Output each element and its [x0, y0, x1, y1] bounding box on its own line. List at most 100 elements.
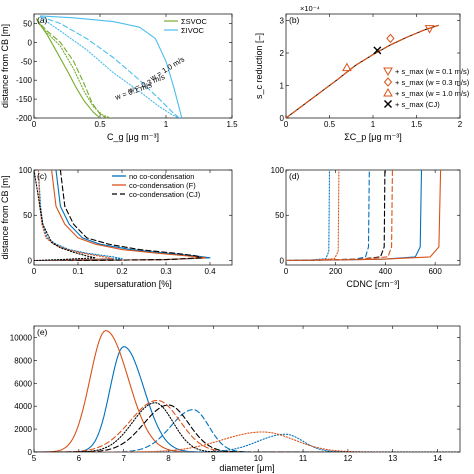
x-tick-label: 9	[211, 454, 216, 463]
x-axis-label: diameter [μm]	[219, 463, 274, 473]
x-tick-label: 1.5	[411, 120, 423, 129]
series-line	[286, 170, 370, 262]
marker-triangle-up	[342, 62, 352, 72]
y-tick-label: 6000	[14, 379, 32, 388]
panel-c: 0 0.1 0.2 0.3 0.4 0 50 100 (c) no co-condensation…	[0, 166, 233, 289]
legend-entry: + s_max (CJ)	[395, 100, 440, 109]
x-tick-label: 1.5	[226, 120, 238, 129]
x-tick-label: 0	[32, 267, 37, 276]
marker-cross	[384, 100, 392, 108]
x-tick-label: 11	[299, 454, 308, 463]
y-axis-label: s_c reduction [–]	[254, 33, 264, 99]
series-line	[40, 16, 180, 118]
y-tick-label: 0	[280, 114, 285, 123]
panel-e: 5 6 7 8 9 10 11 12 13 14 0 2000 4000 6000 8000 10000 (e)…	[10, 325, 461, 473]
x-tick-label: 6	[77, 454, 82, 463]
panel-label: (b)	[289, 15, 300, 25]
y-tick-label: -50	[20, 57, 32, 66]
y-tick-label: 100	[19, 166, 33, 175]
x-axis-label: C_g [μg m⁻³]	[107, 132, 159, 142]
plot-frame	[33, 325, 461, 453]
y-tick-label: 2000	[14, 425, 32, 434]
y-tick-label: 50	[23, 19, 32, 28]
series-line	[286, 170, 393, 262]
y-tick-label: 1	[280, 82, 285, 91]
reduction-curve-overlay	[286, 24, 439, 118]
legend-entry: no co-condensation	[129, 172, 194, 181]
x-tick-label: 1	[371, 120, 376, 129]
y-tick-label: -100	[16, 76, 33, 85]
x-tick-label: 0.1	[72, 267, 84, 276]
series-line	[286, 170, 340, 262]
x-axis-label: supersaturation [%]	[94, 279, 172, 289]
panel-label: (d)	[289, 171, 300, 181]
panel-label: (e)	[37, 327, 48, 337]
panel-b: 0 0.5 1 1.5 2 0 1 2 3 (b)×10⁻⁴ + s_max (w = 0.1 m/…	[254, 4, 470, 142]
y-tick-label: 0	[28, 38, 33, 47]
series-line	[40, 15, 183, 118]
size-distribution-line	[34, 330, 460, 452]
y-tick-label: 3	[280, 17, 285, 26]
x-tick-label: 0	[32, 120, 37, 129]
y-tick-label: -150	[16, 95, 33, 104]
x-tick-label: 0	[284, 267, 289, 276]
y-tick-label: 4000	[14, 402, 32, 411]
panel-label: (c)	[37, 171, 47, 181]
marker-diamond	[386, 33, 395, 44]
y-tick-label: 8000	[14, 356, 32, 365]
plot-frame	[285, 169, 461, 266]
legend-entry: ΣSVOC	[181, 17, 207, 26]
series-line	[34, 170, 202, 262]
x-tick-label: 0.4	[204, 267, 216, 276]
x-tick-label: 400	[379, 267, 393, 276]
legend-entry: co-condensation (F)	[129, 181, 196, 190]
y-axis-label: distance from CB [m]	[0, 24, 10, 108]
marker-cross	[373, 46, 382, 55]
y-tick-label: 0	[28, 256, 33, 265]
x-tick-label: 10	[254, 454, 263, 463]
panel-label: (a)	[37, 15, 48, 25]
size-distribution-line	[34, 346, 460, 452]
series-line	[36, 18, 112, 118]
x-tick-label: 200	[329, 267, 343, 276]
series-line	[36, 18, 108, 118]
panel-d: 0 200 400 600 0 50 100 (d) CDNC [cm⁻³]	[271, 166, 461, 289]
y-exponent: ×10⁻⁴	[300, 4, 320, 13]
marker-diamond	[383, 77, 393, 87]
x-tick-label: 0.5	[324, 120, 336, 129]
plot-frame	[285, 13, 461, 119]
x-tick-label: 5	[32, 454, 37, 463]
x-axis-label: CDNC [cm⁻³]	[346, 279, 399, 289]
legend-entry: co-condensation (CJ)	[129, 190, 201, 199]
x-tick-label: 14	[433, 454, 442, 463]
size-distribution-line	[34, 433, 460, 452]
series-line	[34, 170, 114, 262]
x-axis-label: ΣC_p [μg m⁻³]	[344, 132, 402, 142]
series-line	[40, 16, 180, 118]
legend-entry: ΣIVOC	[181, 26, 205, 35]
y-tick-label: 2	[280, 49, 285, 58]
marker-triangle-down	[383, 67, 393, 77]
size-distribution-line	[34, 431, 460, 452]
x-tick-label: 0	[284, 120, 289, 129]
x-tick-label: 0.5	[94, 120, 106, 129]
x-tick-label: 0.3	[160, 267, 172, 276]
x-tick-label: 13	[388, 454, 397, 463]
y-tick-label: 0	[28, 448, 33, 457]
marker-triangle-up	[383, 87, 393, 97]
y-tick-label: 0	[280, 256, 285, 265]
x-tick-label: 1	[164, 120, 169, 129]
plot-frame	[33, 13, 233, 119]
x-tick-label: 8	[166, 454, 171, 463]
legend-entry: + s_max (w = 0.3 m/s)	[395, 78, 470, 87]
y-tick-label: 10000	[10, 333, 33, 342]
series-line	[36, 18, 101, 118]
y-tick-label: -200	[16, 114, 33, 123]
x-tick-label: 7	[121, 454, 126, 463]
x-tick-label: 600	[428, 267, 442, 276]
legend-entry: + s_max (w = 0.1 m/s)	[395, 67, 470, 76]
y-tick-label: 100	[271, 166, 285, 175]
y-tick-label: 50	[275, 211, 284, 220]
